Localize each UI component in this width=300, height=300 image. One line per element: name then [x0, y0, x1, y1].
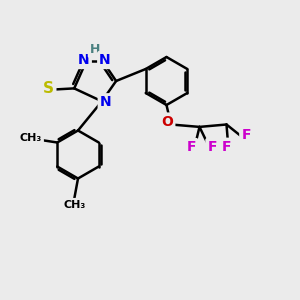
Text: F: F [222, 140, 231, 154]
Text: N: N [100, 95, 111, 109]
Text: N: N [78, 53, 90, 67]
Text: S: S [43, 81, 54, 96]
Text: CH₃: CH₃ [20, 133, 42, 143]
Text: F: F [241, 128, 251, 142]
Text: N: N [99, 53, 111, 67]
Text: H: H [90, 43, 100, 56]
Text: O: O [161, 115, 173, 128]
Text: F: F [187, 140, 196, 154]
Text: CH₃: CH₃ [63, 200, 86, 210]
Text: F: F [207, 140, 217, 154]
